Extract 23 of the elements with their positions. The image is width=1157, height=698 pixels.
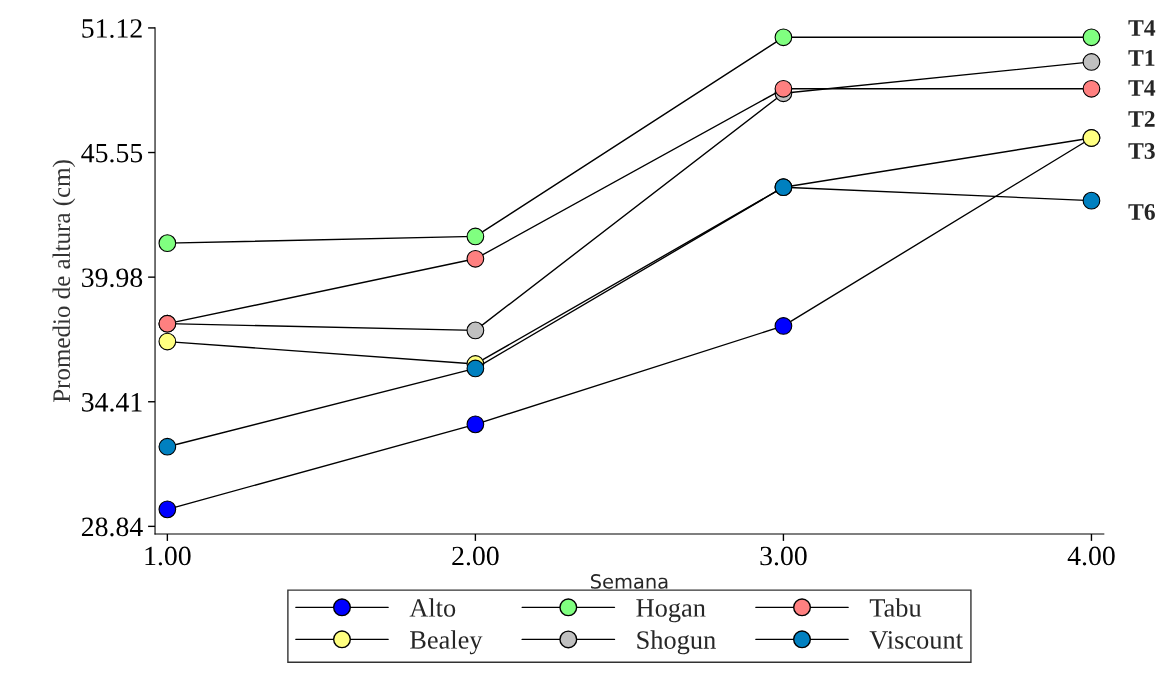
- legend-label: Viscount: [869, 631, 963, 649]
- x-tick-label: 1.00: [145, 546, 191, 566]
- text: T1: [1128, 50, 1155, 66]
- y-axis-title: Promedio de altura (cm): [52, 160, 76, 403]
- x-tick-label: 3.00: [760, 546, 807, 566]
- text: T3: [1128, 143, 1155, 159]
- legend-label: Hogan: [636, 599, 706, 623]
- text: T6: [1128, 204, 1155, 220]
- text: T2: [1128, 111, 1155, 127]
- y-tick-label: 28.84: [81, 517, 143, 537]
- y-tick-label: 45.55: [81, 143, 143, 163]
- y-tick-label: 39.98: [82, 268, 143, 288]
- legend-label: Tabu: [869, 598, 922, 617]
- x-tick-label: 4.00: [1067, 546, 1115, 566]
- text: T4: [1128, 80, 1156, 96]
- legend-label: Alto: [409, 598, 456, 617]
- text: T4: [1128, 20, 1156, 36]
- y-tick-label: 51.12: [82, 19, 142, 38]
- y-tick-label: 34.41: [82, 393, 142, 412]
- legend-label: Bealey: [410, 630, 483, 655]
- x-axis-title: Semana: [590, 574, 668, 589]
- x-tick-label: 2.00: [452, 546, 499, 566]
- legend-label: Shogun: [637, 630, 716, 655]
